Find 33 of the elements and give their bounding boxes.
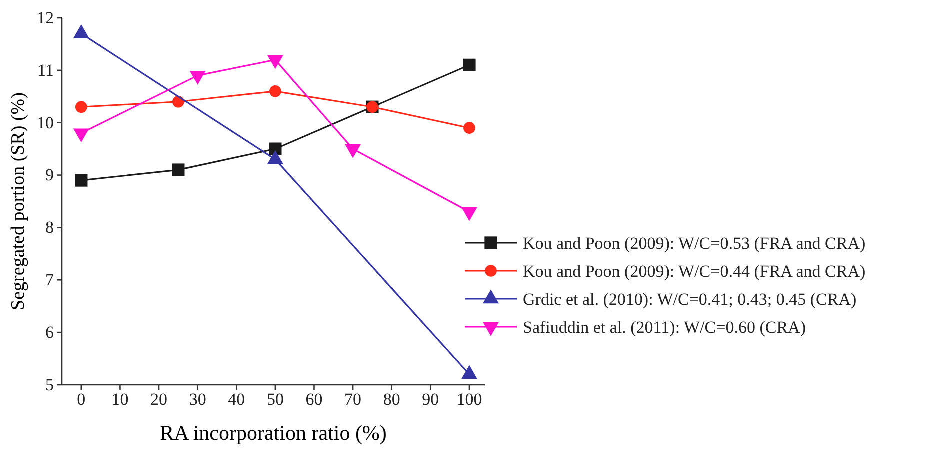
- x-tick-label: 0: [77, 390, 86, 410]
- x-tick-label: 30: [189, 390, 206, 410]
- legend-label: Grdic et al. (2010): W/C=0.41; 0.43; 0.45 (CRA): [523, 290, 857, 309]
- x-tick-label: 100: [456, 390, 482, 410]
- point: [172, 164, 185, 176]
- x-tick-label: 60: [306, 390, 323, 410]
- point: [269, 142, 282, 156]
- x-tick-label: 90: [422, 390, 440, 410]
- legend-label: Kou and Poon (2009): W/C=0.53 (FRA and CRA): [523, 234, 866, 253]
- y-tick-label: 5: [46, 375, 54, 394]
- x-tick-label: 40: [228, 390, 246, 410]
- x-tick-label: 20: [150, 390, 168, 410]
- y-tick-label: 9: [46, 166, 54, 185]
- legend-label: Safiuddin et al. (2011): W/C=0.60 (CRA): [523, 318, 806, 337]
- point: [462, 365, 478, 380]
- y-tick-label: 6: [46, 323, 54, 342]
- x-tick-label: 80: [383, 390, 400, 410]
- x-axis-title: RA incorporation ratio (%): [160, 421, 387, 445]
- point: [75, 174, 88, 187]
- y-tick-label: 8: [46, 218, 54, 238]
- point: [75, 101, 88, 114]
- point: [270, 85, 282, 98]
- y-tick-label: 7: [46, 270, 54, 290]
- x-tick-label: 50: [266, 390, 284, 410]
- x-tick-label: 70: [344, 390, 362, 410]
- y-tick-label: 11: [38, 60, 54, 80]
- y-tick-label: 12: [37, 8, 54, 28]
- y-tick-label: 10: [37, 113, 54, 132]
- x-tick-label: 10: [112, 390, 129, 410]
- point: [464, 122, 476, 134]
- y-axis-title: Segregated portion (SR) (%): [8, 92, 29, 310]
- point: [463, 58, 476, 72]
- legend-label: Kou and Poon (2009): W/C=0.44 (FRA and CRA): [523, 262, 866, 281]
